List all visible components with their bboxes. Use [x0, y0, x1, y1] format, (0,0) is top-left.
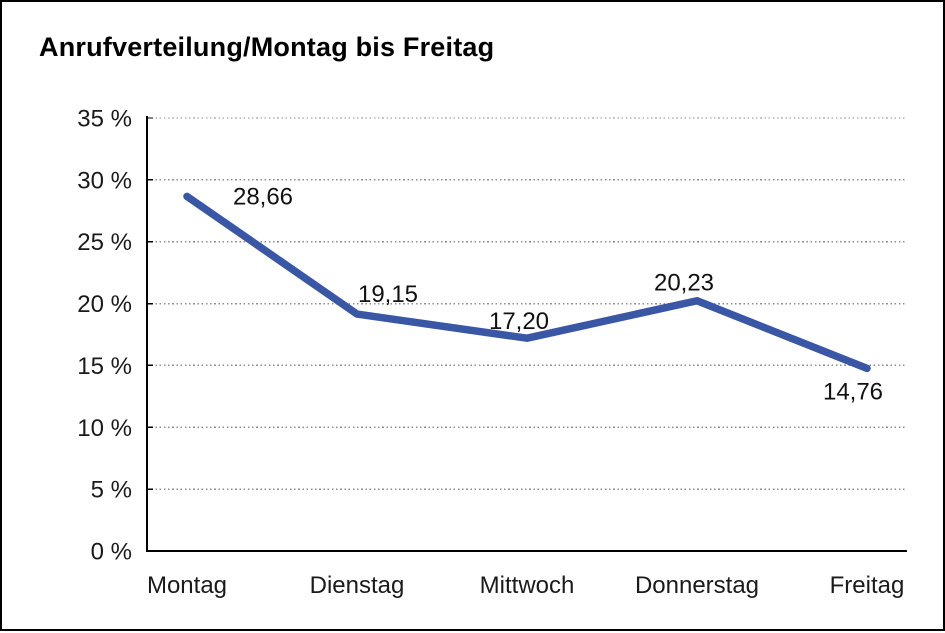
y-axis-label: 20 %	[77, 291, 132, 318]
y-axis-label: 5 %	[91, 477, 132, 504]
data-point-label: 17,20	[489, 308, 549, 335]
y-axis-label: 25 %	[77, 229, 132, 256]
data-point-label: 28,66	[233, 183, 293, 210]
x-axis-labels-group: Montag Dienstag Mittwoch Donnerstag Freitag	[147, 572, 904, 599]
y-axis-label: 10 %	[77, 415, 132, 442]
y-axis-label: 15 %	[77, 353, 132, 380]
chart-title: Anrufverteilung/Montag bis Freitag	[39, 32, 495, 62]
point-labels-group: 28,66 19,15 17,20 20,23 14,76	[233, 183, 883, 405]
x-axis-label: Dienstag	[310, 572, 405, 599]
y-axis-label: 30 %	[77, 167, 132, 194]
y-axis-label: 35 %	[77, 106, 132, 133]
data-series-line	[183, 192, 871, 373]
data-point-label: 20,23	[654, 270, 714, 297]
x-axis-label: Mittwoch	[480, 572, 575, 599]
y-axis-label: 0 %	[91, 539, 132, 566]
x-axis-label: Montag	[147, 572, 227, 599]
gridlines-group	[147, 117, 907, 490]
x-axis-label: Donnerstag	[635, 572, 759, 599]
y-axis-labels-group: 0 % 5 % 10 % 15 % 20 % 25 % 30 % 35 %	[77, 106, 132, 566]
data-point-label: 14,76	[823, 378, 883, 405]
series-group	[183, 192, 871, 373]
axes-group	[146, 116, 907, 552]
data-point-label: 19,15	[358, 281, 418, 308]
x-axis-label: Freitag	[830, 572, 905, 599]
